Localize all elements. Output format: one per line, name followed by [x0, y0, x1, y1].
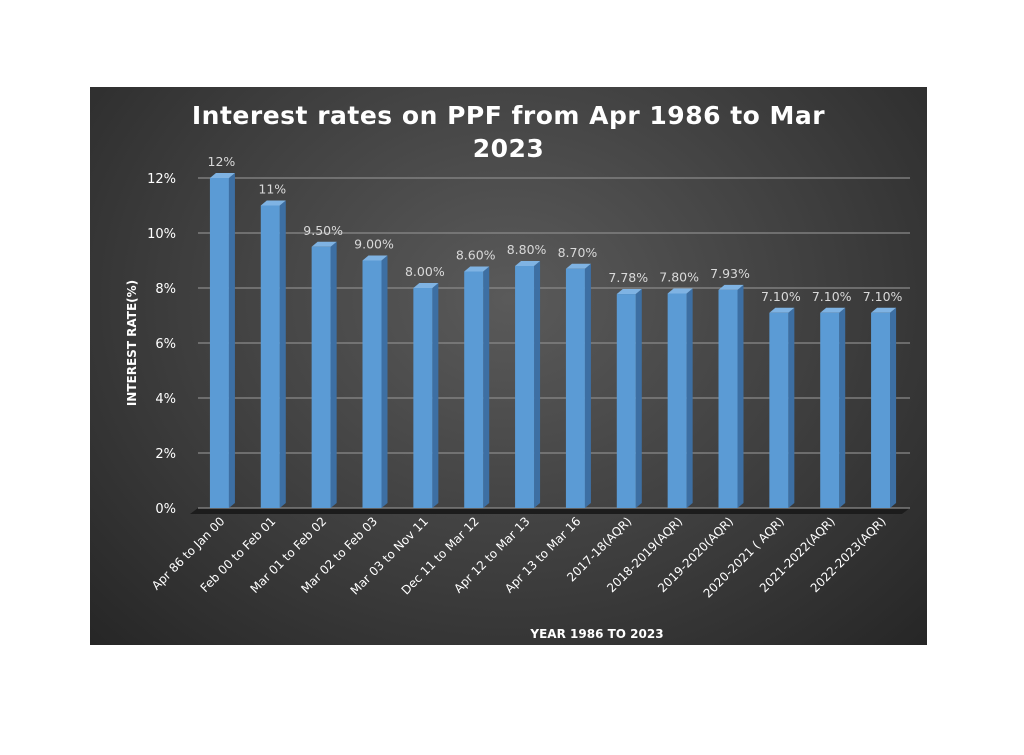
bar-front: [209, 178, 229, 508]
bar-top: [362, 255, 388, 261]
bar-top: [565, 263, 591, 269]
bar-top: [311, 241, 337, 247]
bar-side: [534, 261, 541, 508]
bar-side: [381, 255, 388, 508]
bar-front: [464, 271, 484, 508]
bar-side: [737, 284, 744, 508]
data-label: 9.00%: [354, 237, 394, 252]
data-label: 12%: [208, 154, 236, 169]
data-label: 8.00%: [405, 264, 445, 279]
data-label: 8.70%: [558, 245, 598, 260]
y-tick-label: 10%: [147, 227, 176, 242]
chart-panel: 0% 2% 4% 6% 8% 10% 12% INTEREST RATE(%) 12% Apr 8…: [90, 87, 927, 645]
data-label: 7.93%: [710, 266, 750, 281]
data-label: 7.10%: [761, 289, 801, 304]
bar-side: [483, 266, 490, 508]
data-label: 7.80%: [659, 270, 699, 285]
bar-front: [718, 289, 738, 508]
bar: [464, 266, 490, 508]
bar-chart: 0%2%4%6%8%10%12%INTEREST RATE(%)12%Apr 8…: [125, 154, 910, 641]
bar: [871, 307, 897, 508]
bar-top: [871, 307, 897, 313]
bar: [565, 263, 591, 508]
bar: [718, 284, 744, 508]
bar-front: [311, 246, 331, 508]
bar-top: [769, 307, 795, 313]
bar: [820, 307, 846, 508]
bar-front: [667, 293, 687, 508]
data-label: 7.78%: [608, 270, 648, 285]
bar-top: [820, 307, 846, 313]
bar-side: [686, 288, 693, 508]
data-label: 8.80%: [507, 242, 547, 257]
y-tick-label: 12%: [147, 172, 176, 187]
data-label: 8.60%: [456, 248, 496, 263]
bar: [515, 261, 541, 508]
bar-side: [279, 200, 286, 508]
bar-side: [330, 241, 337, 508]
bar-front: [820, 312, 840, 508]
bar-top: [718, 284, 744, 290]
bar-front: [260, 205, 280, 508]
y-tick-label: 8%: [155, 282, 176, 297]
y-tick-label: 2%: [155, 447, 176, 462]
bar-top: [413, 283, 439, 288]
chart-title-line2: 2023: [472, 134, 545, 163]
y-tick-label: 0%: [155, 502, 176, 517]
bar-top: [260, 200, 286, 206]
bar: [616, 289, 642, 508]
bar-front: [515, 266, 535, 508]
bar-side: [432, 283, 439, 508]
bar-side: [635, 289, 642, 508]
bar: [667, 288, 693, 508]
data-label: 7.10%: [812, 289, 852, 304]
bar-top: [616, 289, 642, 295]
bar-front: [362, 260, 382, 508]
bar-side: [584, 263, 591, 508]
data-label: 7.10%: [863, 289, 903, 304]
chart-floor: [190, 508, 910, 514]
bar: [769, 307, 795, 508]
bar-top: [667, 288, 693, 294]
bar-front: [871, 312, 891, 508]
bar-side: [890, 307, 897, 508]
x-axis-label: YEAR 1986 TO 2023: [529, 627, 663, 641]
bar-top: [209, 173, 235, 178]
y-tick-label: 4%: [155, 392, 176, 407]
chart-title: Interest rates on PPF from Apr 1986 to M…: [90, 99, 927, 165]
bar-side: [788, 307, 795, 508]
bar: [362, 255, 388, 508]
bar-front: [413, 288, 433, 508]
y-tick-label: 6%: [155, 337, 176, 352]
data-label: 9.50%: [303, 223, 343, 238]
bar: [209, 173, 235, 508]
bar-front: [565, 268, 585, 508]
bar: [413, 283, 439, 508]
bar: [311, 241, 337, 508]
bar-front: [769, 312, 789, 508]
chart-title-line1: Interest rates on PPF from Apr 1986 to M…: [191, 101, 826, 130]
bar: [260, 200, 286, 508]
data-label: 11%: [258, 182, 286, 197]
bar-side: [839, 307, 846, 508]
bar-top: [464, 266, 490, 272]
bar-side: [228, 173, 235, 508]
y-axis-label: INTEREST RATE(%): [125, 280, 139, 406]
bar-top: [515, 261, 541, 266]
bar-front: [616, 294, 636, 508]
